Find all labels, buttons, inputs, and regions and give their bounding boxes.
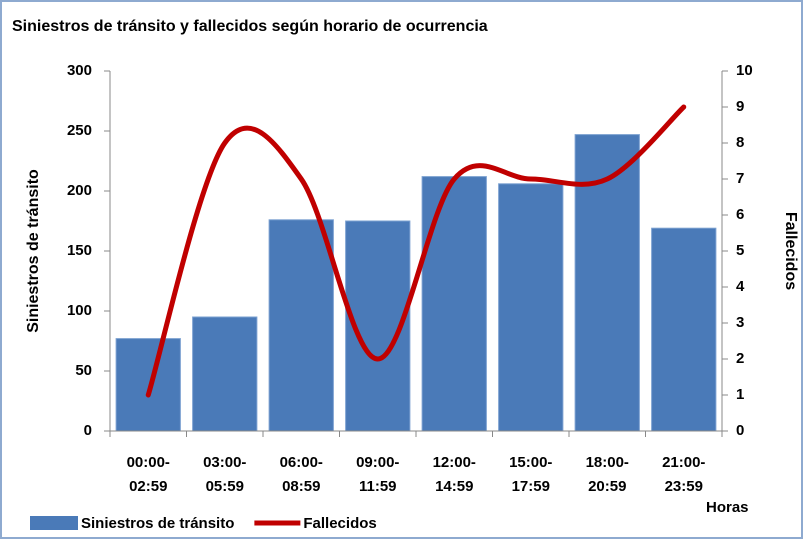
y2-tick-label: 6 (736, 206, 744, 223)
y-tick-label: 100 (67, 302, 92, 319)
legend-label: Siniestros de tránsito (81, 515, 234, 532)
y-tick-label: 200 (67, 182, 92, 199)
y-axis-label: Siniestros de tránsito (25, 169, 42, 333)
y-tick-label: 250 (67, 122, 92, 139)
y-tick-label: 50 (75, 362, 92, 379)
y2-tick-label: 10 (736, 62, 753, 79)
x-tick-label: 06:00-08:59 (280, 454, 323, 495)
bar (192, 316, 258, 432)
x-tick-label: 03:00-05:59 (203, 454, 246, 495)
y2-tick-label: 8 (736, 134, 744, 151)
legend-swatch (30, 516, 78, 530)
y2-tick-label: 0 (736, 422, 744, 439)
x-tick-label: 00:00-02:59 (127, 454, 170, 495)
y2-tick-label: 7 (736, 170, 744, 187)
y2-tick-label: 1 (736, 386, 744, 403)
x-tick-label: 21:00-23:59 (662, 454, 705, 495)
x-tick-label: 18:00-20:59 (586, 454, 629, 495)
bar (268, 219, 334, 432)
y2-tick-label: 2 (736, 350, 744, 367)
bar (498, 183, 564, 432)
y-tick-label: 300 (67, 62, 92, 79)
chart-title: Siniestros de tránsito y fallecidos segú… (12, 18, 488, 35)
y2-axis-label: Fallecidos (782, 212, 799, 290)
bar (651, 227, 717, 432)
y-tick-label: 0 (84, 422, 92, 439)
x-tick-label: 12:00-14:59 (433, 454, 476, 495)
bar (421, 176, 487, 432)
y2-tick-label: 4 (736, 278, 745, 295)
x-axis-label: Horas (706, 499, 749, 516)
bar (115, 338, 181, 432)
x-tick-label: 15:00-17:59 (509, 454, 552, 495)
line (145, 104, 687, 398)
y-tick-label: 150 (67, 242, 92, 259)
y2-tick-label: 3 (736, 314, 744, 331)
y2-tick-label: 5 (736, 242, 744, 259)
x-tick-label: 09:00-11:59 (356, 454, 399, 495)
y2-tick-label: 9 (736, 98, 744, 115)
legend-label: Fallecidos (303, 515, 376, 532)
